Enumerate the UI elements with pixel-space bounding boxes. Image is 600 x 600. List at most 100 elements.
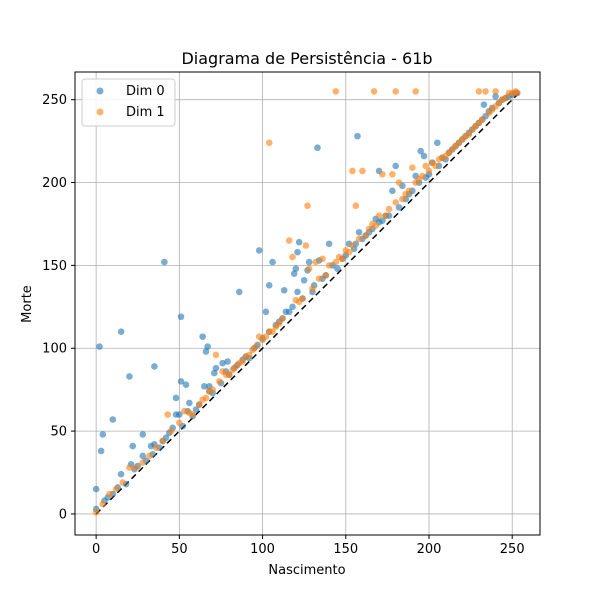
dim0-point	[99, 431, 107, 438]
dim1-point	[409, 164, 416, 171]
dim1-point	[412, 88, 419, 95]
dim0-point	[92, 485, 100, 493]
x-tick-label: 50	[171, 542, 188, 557]
dim0-point	[480, 101, 488, 108]
x-tick-label: 150	[333, 542, 358, 557]
dim1-point	[425, 167, 433, 175]
dim1-point	[262, 333, 270, 340]
dim1-point	[319, 255, 326, 263]
legend-label-dim1: Dim 1	[126, 105, 165, 120]
chart-title: Diagrama de Persistência - 61b	[181, 49, 432, 68]
dim1-point	[325, 262, 333, 269]
dim0-point	[379, 217, 386, 224]
dim0-point	[292, 265, 300, 273]
dim1-point	[146, 452, 153, 460]
dim0-point	[211, 369, 218, 377]
dim1-point	[392, 88, 400, 95]
y-tick-label: 250	[42, 93, 67, 108]
dim1-point	[239, 358, 246, 365]
dim0-point	[139, 431, 147, 438]
x-tick-label: 100	[250, 542, 275, 557]
x-axis-ticks: 0 50 100 150 200 250	[92, 535, 525, 557]
dim1-point	[312, 258, 320, 266]
dim0-point	[289, 303, 296, 311]
dim0-point	[182, 381, 190, 388]
y-tick-label: 200	[42, 176, 67, 191]
dim1-point	[389, 170, 396, 178]
dim0-point	[280, 286, 288, 294]
dim1-point	[225, 371, 233, 379]
dim0-point	[161, 258, 168, 266]
dim0-point	[492, 93, 499, 100]
dim1-point	[395, 179, 403, 186]
dim1-point	[502, 94, 509, 102]
dim1-point	[167, 427, 175, 435]
y-tick-label: 100	[42, 342, 67, 357]
dim1-point	[372, 222, 380, 229]
dim1-point	[252, 343, 260, 350]
dim1-point	[392, 199, 400, 206]
dim0-point	[117, 470, 125, 478]
dim1-point	[189, 411, 196, 418]
dim1-point	[92, 508, 100, 516]
dim1-point	[299, 295, 306, 302]
dim1-point	[265, 139, 273, 147]
dim1-point	[112, 485, 120, 493]
dim0-point	[224, 358, 231, 365]
dim0-point	[109, 416, 117, 423]
dim0-point	[255, 247, 263, 254]
dim1-point	[432, 162, 439, 170]
dim0-point	[262, 308, 270, 316]
dim0-point	[417, 147, 424, 155]
dim1-point	[304, 202, 311, 210]
dim0-point	[219, 359, 226, 367]
dim0-point	[294, 288, 301, 296]
dim1-point	[379, 170, 386, 178]
dim0-point	[392, 162, 400, 170]
dim0-point	[172, 394, 180, 402]
dim1-point	[513, 89, 521, 97]
dim1-point	[212, 351, 220, 359]
dim1-point	[269, 328, 276, 335]
dim1-point	[419, 172, 426, 180]
dim0-point	[235, 288, 243, 296]
dim0-point	[201, 383, 208, 390]
y-tick-label: 50	[50, 425, 67, 440]
dim0-point	[265, 281, 273, 289]
dim1-point	[119, 479, 127, 486]
dim1-point	[285, 237, 293, 244]
dim1-point	[181, 407, 188, 415]
dim1-point	[289, 253, 296, 261]
dim1-point	[196, 401, 203, 408]
dim1-point	[405, 187, 413, 195]
dim1-point	[139, 459, 147, 466]
dim0-point	[186, 399, 193, 407]
dim0-point	[269, 258, 276, 266]
dim0-point	[192, 406, 200, 413]
y-axis-ticks: 0 50 100 150 200 250	[42, 93, 75, 522]
dim0-point	[176, 411, 183, 418]
dim1-point	[370, 88, 378, 95]
dim1-point	[352, 202, 360, 210]
dim1-point	[365, 225, 373, 233]
dim1-point	[355, 235, 363, 243]
dim1-point	[99, 500, 107, 508]
plot-frame	[74, 71, 541, 536]
dim0-point	[126, 373, 133, 380]
dim0-point	[389, 187, 396, 195]
dim1-point	[202, 394, 210, 402]
dim1-point	[475, 88, 483, 95]
dim1-point	[385, 205, 393, 213]
grid-lines	[75, 72, 540, 535]
x-axis-label: Nascimento	[268, 563, 345, 578]
legend: Dim 0 Dim 1	[81, 78, 176, 127]
dim1-point	[176, 419, 183, 427]
dim0-point	[434, 139, 441, 147]
dim0-point	[395, 204, 403, 211]
legend-box	[81, 78, 176, 127]
dim1-point	[322, 272, 330, 279]
dim0-point	[285, 308, 293, 316]
legend-marker-dim1	[96, 108, 104, 116]
dim1-point	[126, 464, 133, 471]
